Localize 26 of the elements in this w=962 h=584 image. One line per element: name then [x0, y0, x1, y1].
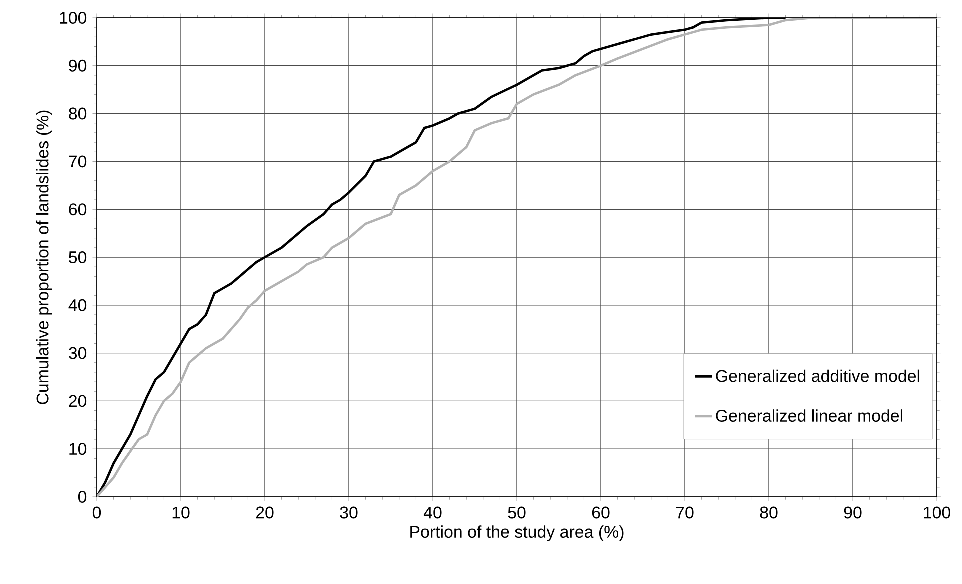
y-axis-title: Cumulative proportion of landslides (%): [36, 110, 52, 404]
y-tick-label: 40: [68, 299, 87, 312]
x-tick-label: 20: [256, 506, 274, 519]
x-tick-label: 90: [844, 506, 862, 519]
x-tick-label: 10: [172, 506, 190, 519]
y-tick-label: 50: [69, 252, 87, 264]
y-tick-label: 60: [69, 204, 87, 216]
y-tick-label: 80: [69, 108, 87, 120]
x-tick-label: 0: [92, 506, 102, 519]
y-tick-label: 100: [60, 12, 87, 24]
y-tick-label: 20: [69, 395, 87, 408]
x-tick-label: 40: [424, 506, 442, 519]
x-tick-label: 50: [508, 506, 526, 519]
legend-label: Generalized linear model: [716, 410, 902, 422]
x-tick-label: 30: [340, 506, 358, 519]
x-tick-label: 100: [924, 506, 950, 519]
x-tick-label: 60: [592, 506, 610, 519]
legend-label: Generalized additive model: [716, 370, 920, 382]
x-tick-label: 80: [760, 506, 778, 519]
y-tick-label: 10: [70, 443, 87, 456]
y-tick-label: 70: [69, 156, 87, 168]
x-axis-title: Portion of the study area (%): [410, 526, 624, 542]
y-tick-label: 30: [69, 347, 87, 360]
y-tick-label: 0: [78, 491, 87, 504]
y-tick-label: 90: [69, 60, 87, 72]
x-tick-label: 70: [676, 506, 694, 519]
